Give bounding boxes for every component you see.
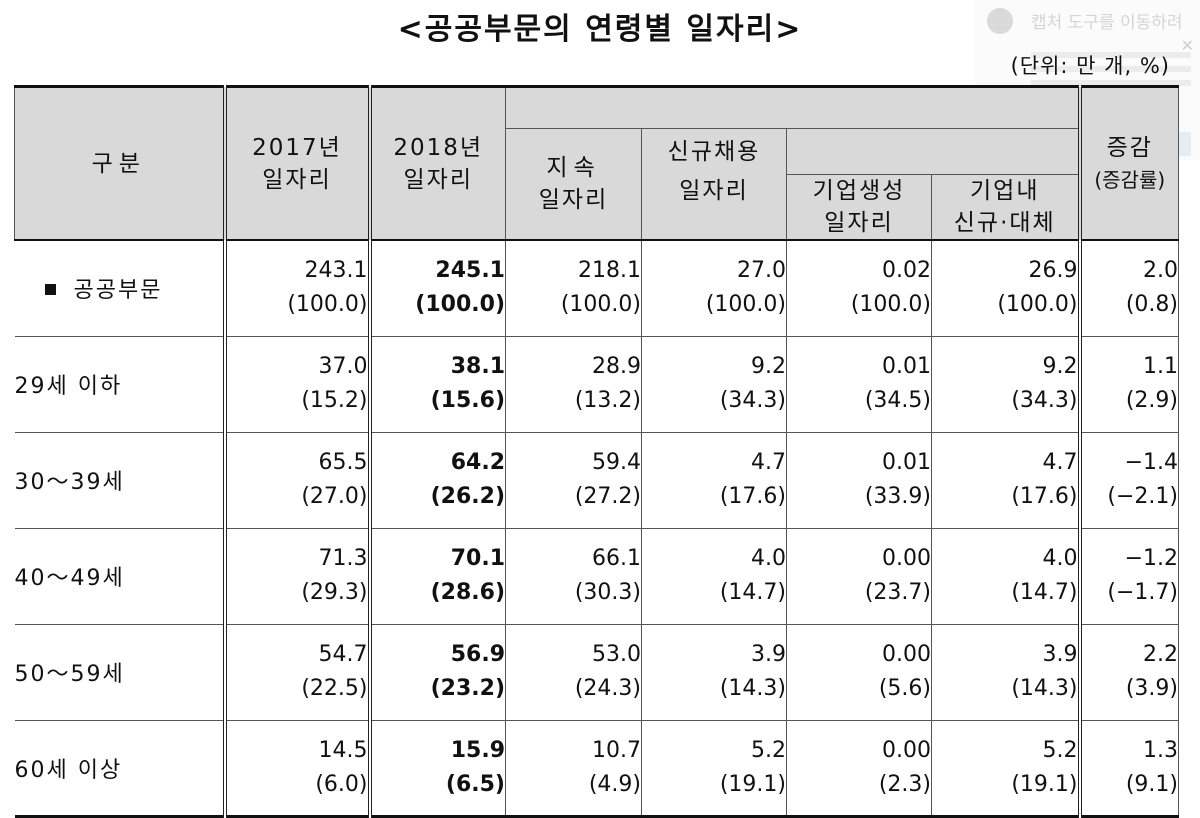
header-2018-breakdown (505, 85, 1080, 129)
table-row: 50～59세 54.7 (22.5) 56.9 (23.2) 53.0 (24.3) … (14, 624, 1179, 721)
cell-firm-created: 0.00 (5.6) (786, 624, 932, 721)
row-label: 40～49세 (14, 528, 227, 625)
cell-change: 1.1 (2.9) (1077, 336, 1179, 433)
cell-new-hire: 4.7 (17.6) (641, 432, 787, 529)
cell-2018: 38.1 (15.6) (367, 336, 506, 433)
cell-2018: 15.9 (6.5) (367, 720, 506, 818)
cell-firm-created: 0.01 (33.9) (786, 432, 932, 529)
row-label: 50～59세 (14, 624, 227, 721)
cell-sustained: 28.9 (13.2) (505, 336, 642, 433)
cell-sustained: 59.4 (27.2) (505, 432, 642, 529)
header-in-firm: 기업내 신규·대체 (931, 174, 1080, 241)
row-label: 29세 이하 (14, 336, 227, 433)
bullet-square-icon (44, 283, 56, 295)
capture-tool-text: 캡처 도구를 이동하려 (1031, 13, 1183, 33)
header-category: 구분 (14, 85, 227, 241)
row-label: 30～39세 (14, 432, 227, 529)
table-row: 40～49세 71.3 (29.3) 70.1 (28.6) 66.1 (30.3) … (14, 528, 1179, 625)
cell-firm-created: 0.00 (2.3) (786, 720, 932, 818)
header-2018: 2018년 일자리 (367, 85, 506, 241)
header-new-hire-breakdown (786, 128, 1080, 175)
header-sustained: 지속 일자리 (505, 128, 642, 241)
cell-in-firm: 26.9 (100.0) (931, 239, 1080, 337)
cell-2018: 56.9 (23.2) (367, 624, 506, 721)
cell-2018: 245.1 (100.0) (367, 239, 506, 337)
cell-sustained: 218.1 (100.0) (505, 239, 642, 337)
header-change: 증감 (증감률) (1077, 85, 1179, 241)
cell-2017: 71.3 (29.3) (224, 528, 370, 625)
row-label: 60세 이상 (14, 720, 227, 818)
cell-change: 2.2 (3.9) (1077, 624, 1179, 721)
cell-2018: 70.1 (28.6) (367, 528, 506, 625)
cell-2018: 64.2 (26.2) (367, 432, 506, 529)
cell-new-hire: 5.2 (19.1) (641, 720, 787, 818)
cell-sustained: 66.1 (30.3) (505, 528, 642, 625)
cell-new-hire: 9.2 (34.3) (641, 336, 787, 433)
cell-in-firm: 4.0 (14.7) (931, 528, 1080, 625)
table-row: 30～39세 65.5 (27.0) 64.2 (26.2) 59.4 (27.2) … (14, 432, 1179, 529)
table-row: 60세 이상 14.5 (6.0) 15.9 (6.5) 10.7 (4.9) 5.2… (14, 720, 1179, 818)
table-row: 공공부문 243.1 (100.0) 245.1 (100.0) 218.1 (100… (14, 239, 1179, 337)
cell-2017: 65.5 (27.0) (224, 432, 370, 529)
header-2017: 2017년 일자리 (224, 85, 370, 241)
cell-new-hire: 4.0 (14.7) (641, 528, 787, 625)
cell-sustained: 10.7 (4.9) (505, 720, 642, 818)
cell-change: −1.2 (−1.7) (1077, 528, 1179, 625)
cell-change: 2.0 (0.8) (1077, 239, 1179, 337)
cell-change: 1.3 (9.1) (1077, 720, 1179, 818)
close-icon[interactable]: ✕ (1180, 36, 1194, 55)
cell-2017: 54.7 (22.5) (224, 624, 370, 721)
cell-in-firm: 9.2 (34.3) (931, 336, 1080, 433)
cell-in-firm: 5.2 (19.1) (931, 720, 1080, 818)
cell-in-firm: 4.7 (17.6) (931, 432, 1080, 529)
cell-change: −1.4 (−2.1) (1077, 432, 1179, 529)
table-row: 29세 이하 37.0 (15.2) 38.1 (15.6) 28.9 (13.2) … (14, 336, 1179, 433)
capture-tool-icon (987, 8, 1013, 34)
capture-tool-description (1031, 44, 1191, 94)
cell-2017: 14.5 (6.0) (224, 720, 370, 818)
cell-sustained: 53.0 (24.3) (505, 624, 642, 721)
jobs-by-age-table: 구분 2017년 일자리 2018년 일자리 증감 (증감률) 지속 일자리 신규채용 … (14, 85, 1179, 818)
cell-2017: 37.0 (15.2) (224, 336, 370, 433)
header-new-hire: 신규채용 (641, 128, 787, 175)
header-firm-created: 기업생성 일자리 (786, 174, 932, 241)
cell-new-hire: 27.0 (100.0) (641, 239, 787, 337)
row-label: 공공부문 (14, 239, 227, 337)
cell-in-firm: 3.9 (14.3) (931, 624, 1080, 721)
cell-firm-created: 0.01 (34.5) (786, 336, 932, 433)
cell-2017: 243.1 (100.0) (224, 239, 370, 337)
cell-firm-created: 0.00 (23.7) (786, 528, 932, 625)
table-title: <공공부문의 연령별 일자리> (397, 12, 803, 47)
cell-firm-created: 0.02 (100.0) (786, 239, 932, 337)
unit-label: (단위: 만 개, %) (1010, 54, 1170, 78)
header-new-hire-jobs: 일자리 (641, 174, 787, 241)
cell-new-hire: 3.9 (14.3) (641, 624, 787, 721)
